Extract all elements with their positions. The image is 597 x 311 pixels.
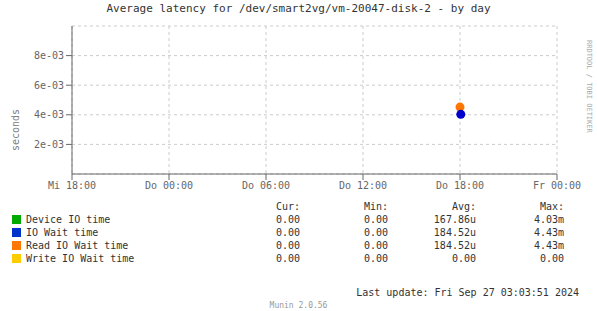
html-text:0.00: 0.00 bbox=[363, 227, 388, 238]
html-text:Read IO Wait time: Read IO Wait time bbox=[26, 240, 129, 251]
svg-text:Do 06:00: Do 06:00 bbox=[242, 180, 290, 191]
svg-text:2e-03: 2e-03 bbox=[34, 139, 64, 150]
html-text:IO Wait time: IO Wait time bbox=[26, 227, 99, 238]
svg-text:Fr 00:00: Fr 00:00 bbox=[533, 180, 581, 191]
html-text:Average latency for /dev/smart: Average latency for /dev/smart2vg/vm-200… bbox=[106, 2, 491, 15]
html-text:184.52u: 184.52u bbox=[433, 227, 476, 238]
svg-text:Mi 18:00: Mi 18:00 bbox=[48, 180, 96, 191]
html-text:4.43m: 4.43m bbox=[533, 240, 564, 251]
svg-text:4e-03: 4e-03 bbox=[34, 109, 64, 120]
html-text:167.86u: 167.86u bbox=[433, 214, 476, 225]
html-text:Last update: Fri Sep 27 03:03:: Last update: Fri Sep 27 03:03:51 2024 bbox=[356, 287, 579, 298]
html-text:4.43m: 4.43m bbox=[533, 227, 564, 238]
html-text:0.00: 0.00 bbox=[275, 227, 300, 238]
html-text:0.00: 0.00 bbox=[275, 253, 300, 264]
html-text:Min:: Min: bbox=[363, 201, 388, 212]
html-text:0.00: 0.00 bbox=[363, 240, 388, 251]
html-text:Write IO Wait time: Write IO Wait time bbox=[26, 253, 135, 264]
html-text:Device IO time: Device IO time bbox=[26, 214, 111, 225]
svg-text:Do 00:00: Do 00:00 bbox=[145, 180, 193, 191]
html-text:0.00: 0.00 bbox=[275, 214, 300, 225]
html-text:0.00: 0.00 bbox=[275, 240, 300, 251]
svg-text:Do 12:00: Do 12:00 bbox=[339, 180, 387, 191]
html-text:4.03m: 4.03m bbox=[533, 214, 564, 225]
html-text:Cur:: Cur: bbox=[275, 201, 300, 212]
svg-text:6e-03: 6e-03 bbox=[34, 80, 64, 91]
html-text:0.00: 0.00 bbox=[363, 253, 388, 264]
html-text:0.00: 0.00 bbox=[539, 253, 564, 264]
html-text:0.00: 0.00 bbox=[363, 214, 388, 225]
html-text:Max:: Max: bbox=[539, 201, 564, 212]
html-text:Munin 2.0.56: Munin 2.0.56 bbox=[269, 301, 328, 310]
html-text:Avg:: Avg: bbox=[451, 201, 476, 212]
svg-text:8e-03: 8e-03 bbox=[34, 50, 64, 61]
html-text:0.00: 0.00 bbox=[451, 253, 476, 264]
svg-text:Do 18:00: Do 18:00 bbox=[436, 180, 484, 191]
html-text:RRDTOOL / TOBI OETIKER: RRDTOOL / TOBI OETIKER bbox=[585, 40, 593, 133]
svg-text:seconds: seconds bbox=[10, 109, 21, 151]
html-text:184.52u: 184.52u bbox=[433, 240, 476, 251]
